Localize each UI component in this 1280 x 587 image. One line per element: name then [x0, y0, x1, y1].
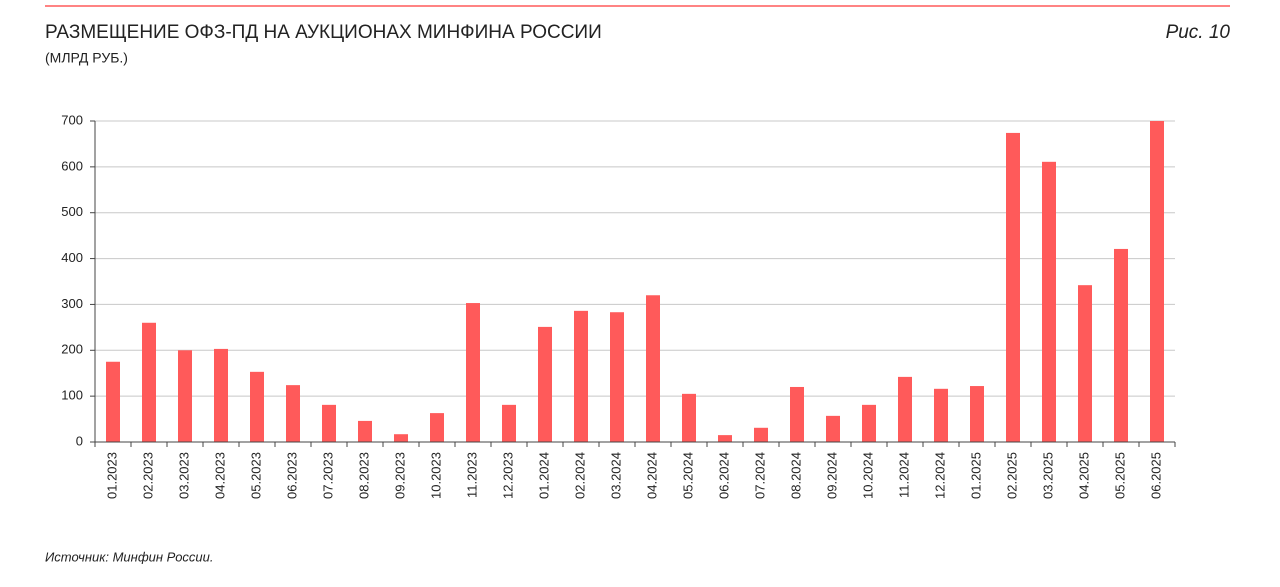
bar: [1042, 161, 1056, 442]
x-tick-label: 11.2024: [896, 452, 911, 498]
bar: [142, 322, 156, 442]
bar: [1114, 248, 1128, 442]
bar: [682, 393, 696, 442]
y-tick-label: 700: [61, 112, 83, 127]
bar: [790, 386, 804, 442]
bar: [970, 386, 984, 442]
x-tick-label: 02.2025: [1004, 452, 1019, 499]
bar: [574, 310, 588, 442]
bar: [178, 350, 192, 442]
x-tick-label: 11.2023: [464, 452, 479, 498]
bar: [358, 420, 372, 442]
figure-label: Рис. 10: [1166, 22, 1231, 43]
bar: [286, 385, 300, 442]
y-tick-label: 400: [61, 250, 83, 265]
bar: [610, 312, 624, 442]
x-tick-label: 09.2024: [824, 452, 839, 499]
chart-title: РАЗМЕЩЕНИЕ ОФЗ-ПД НА АУКЦИОНАХ МИНФИНА Р…: [45, 22, 602, 43]
bar: [322, 404, 336, 442]
bar: [214, 348, 228, 442]
y-tick-label: 300: [61, 296, 83, 311]
x-tick-label: 08.2024: [788, 452, 803, 499]
x-tick-label: 04.2025: [1076, 452, 1091, 499]
x-tick-label: 10.2023: [428, 452, 443, 499]
bar: [862, 404, 876, 442]
x-tick-label: 12.2024: [932, 452, 947, 499]
bar: [646, 295, 660, 442]
x-tick-label: 04.2024: [644, 452, 659, 499]
bar: [898, 376, 912, 442]
bar: [502, 404, 516, 442]
x-tick-label: 10.2024: [860, 452, 875, 499]
chart-subtitle: (МЛРД РУБ.): [45, 50, 128, 66]
bar: [1006, 132, 1020, 442]
x-tick-label: 07.2023: [320, 452, 335, 499]
x-tick-label: 03.2023: [176, 452, 191, 499]
bar: [106, 361, 120, 442]
bar: [430, 413, 444, 442]
y-tick-label: 100: [61, 388, 83, 403]
x-tick-label: 01.2024: [536, 452, 551, 499]
bar: [826, 415, 840, 442]
x-tick-label: 01.2025: [968, 452, 983, 499]
bar: [466, 303, 480, 442]
bar: [754, 427, 768, 442]
x-tick-label: 08.2023: [356, 452, 371, 499]
bar: [538, 326, 552, 442]
x-tick-label: 03.2024: [608, 452, 623, 499]
x-tick-label: 05.2024: [680, 452, 695, 499]
source-note: Источник: Минфин России.: [45, 549, 214, 564]
bar: [718, 435, 732, 442]
y-tick-label: 600: [61, 158, 83, 173]
x-tick-label: 01.2023: [104, 452, 119, 499]
x-tick-label: 02.2024: [572, 452, 587, 499]
bar: [934, 388, 948, 442]
x-tick-label: 07.2024: [752, 452, 767, 499]
x-tick-label: 12.2023: [500, 452, 515, 499]
x-tick-label: 09.2023: [392, 452, 407, 499]
bar: [1150, 121, 1164, 442]
x-tick-label: 05.2025: [1112, 452, 1127, 499]
x-tick-label: 05.2023: [248, 452, 263, 499]
x-tick-label: 06.2024: [716, 452, 731, 499]
y-tick-label: 500: [61, 204, 83, 219]
x-tick-label: 04.2023: [212, 452, 227, 499]
bar: [250, 371, 264, 442]
x-tick-label: 06.2025: [1148, 452, 1163, 499]
x-tick-label: 03.2025: [1040, 452, 1055, 499]
bar: [394, 434, 408, 442]
x-tick-label: 06.2023: [284, 452, 299, 499]
bar: [1078, 285, 1092, 442]
x-tick-label: 02.2023: [140, 452, 155, 499]
y-tick-label: 200: [61, 342, 83, 357]
y-tick-label: 0: [76, 433, 83, 448]
